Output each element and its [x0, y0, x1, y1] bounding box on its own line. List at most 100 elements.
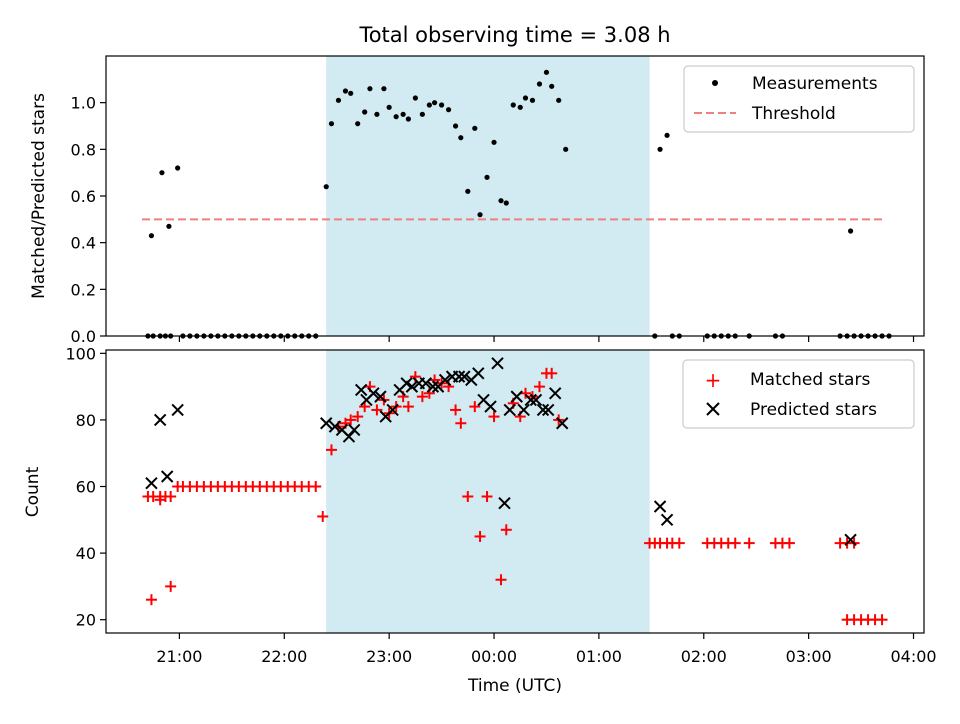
- measurement-point: [438, 102, 445, 108]
- figure-title: Total observing time = 3.08 h: [358, 23, 670, 47]
- matched-star-point: [533, 381, 545, 393]
- measurement-point: [362, 109, 368, 115]
- measurement-point: [386, 104, 392, 110]
- matched-star-point: [673, 537, 685, 549]
- top-y-tick-label: 0.4: [71, 234, 96, 253]
- matched-star-point: [352, 411, 364, 423]
- top-legend: Measurements Threshold: [683, 65, 915, 133]
- matched-star-point: [519, 387, 531, 399]
- matched-star-point: [743, 537, 755, 549]
- predicted-star-point: [320, 417, 333, 430]
- top-y-ticks: 0.0 0.2 0.4 0.6 0.8 1.0: [71, 94, 106, 346]
- legend-threshold-label: Threshold: [751, 104, 836, 124]
- legend-matched-label: Matched stars: [750, 370, 870, 390]
- measurement-point: [400, 111, 406, 117]
- predicted-star-point: [542, 403, 555, 417]
- predicted-star-point: [660, 513, 674, 527]
- measurement-point: [477, 212, 483, 218]
- top-y-axis-label: Matched/Predicted stars: [29, 93, 49, 299]
- x-tick-label: 02:00: [681, 647, 727, 666]
- x-tick-label: 04:00: [890, 647, 936, 666]
- matched-star-point: [165, 580, 177, 592]
- predicted-star-point: [510, 390, 523, 403]
- matched-star-point: [402, 401, 414, 413]
- matched-star-point: [876, 614, 888, 626]
- measurement-point: [148, 233, 155, 239]
- top-y-tick-label: 0.8: [71, 140, 96, 159]
- predicted-star-point: [438, 373, 452, 387]
- measurement-point: [405, 116, 411, 122]
- matched-star-point: [783, 537, 795, 549]
- measurement-point: [491, 139, 497, 145]
- top-x-tick-marks: [178, 336, 915, 342]
- matched-star-point: [469, 401, 481, 413]
- bottom-y-ticks: 20 40 60 80 100: [65, 344, 106, 630]
- top-y-tick-label: 0.6: [71, 187, 96, 206]
- matched-star-point: [145, 594, 157, 606]
- measurement-point: [563, 146, 569, 152]
- measurement-point: [393, 114, 399, 120]
- bottom-marks: [142, 357, 888, 626]
- predicted-star-point: [367, 387, 380, 400]
- x-tick-label: 00:00: [471, 647, 517, 666]
- top-shaded-interval: [326, 56, 650, 336]
- matched-star-point: [325, 444, 337, 456]
- predicted-star-point: [529, 393, 543, 407]
- predicted-star-point: [524, 393, 537, 407]
- measurement-point: [472, 125, 478, 131]
- matched-star-point: [154, 494, 166, 506]
- matched-star-point: [474, 530, 486, 542]
- measurement-point: [529, 97, 536, 103]
- matched-star-point: [371, 404, 383, 416]
- measurement-point: [445, 107, 452, 113]
- legend-matched-marker: +: [705, 368, 722, 392]
- predicted-star-point: [452, 370, 466, 383]
- measurement-point: [510, 102, 516, 108]
- measurement-point: [412, 95, 418, 101]
- predicted-star-point: [347, 423, 361, 437]
- measurement-point: [484, 174, 490, 180]
- x-tick-label: 23:00: [366, 647, 412, 666]
- legend-predicted-marker: [706, 402, 720, 416]
- predicted-star-point: [153, 413, 167, 427]
- predicted-star-point: [145, 476, 158, 490]
- predicted-star-point: [160, 470, 174, 483]
- matched-star-point: [546, 367, 558, 379]
- bottom-legend: + Matched stars Predicted stars: [682, 359, 915, 429]
- top-y-tick-label: 0.2: [71, 280, 96, 299]
- predicted-star-point: [354, 383, 368, 397]
- measurement-point: [556, 97, 562, 103]
- predicted-star-point: [844, 533, 857, 546]
- legend-predicted-label: Predicted stars: [750, 400, 877, 420]
- top-panel: 0.0 0.2 0.4 0.6 0.8 1.0 Matched/Predicted sta…: [29, 55, 925, 346]
- measurement-point: [374, 111, 380, 117]
- predicted-star-point: [328, 420, 342, 433]
- top-plot-frame: [105, 55, 925, 337]
- predicted-star-point: [342, 430, 356, 443]
- measurement-point: [452, 123, 459, 129]
- predicted-star-point: [536, 403, 550, 417]
- legend-measurements-marker: [712, 80, 718, 86]
- measurement-point: [657, 146, 663, 152]
- matched-star-point: [450, 404, 462, 416]
- measurement-point: [419, 111, 425, 117]
- matched-star-point: [455, 417, 467, 429]
- measurement-point: [426, 102, 432, 108]
- predicted-star-point: [484, 400, 497, 413]
- legend-measurements-label: Measurements: [752, 74, 878, 94]
- measurement-point: [335, 97, 342, 103]
- matched-star-point: [165, 490, 177, 502]
- matched-star-point: [488, 411, 500, 423]
- measurement-point: [498, 198, 504, 204]
- measurement-point: [431, 100, 438, 106]
- predicted-star-point: [472, 367, 485, 380]
- predicted-star-point: [374, 390, 387, 403]
- measurement-point: [348, 90, 354, 96]
- measurement-point: [465, 188, 471, 194]
- bottom-y-tick-label: 100: [65, 344, 96, 363]
- x-tick-label: 01:00: [576, 647, 622, 666]
- predicted-star-point: [491, 357, 504, 370]
- measurement-point: [381, 86, 387, 92]
- top-y-tick-label: 1.0: [71, 94, 96, 113]
